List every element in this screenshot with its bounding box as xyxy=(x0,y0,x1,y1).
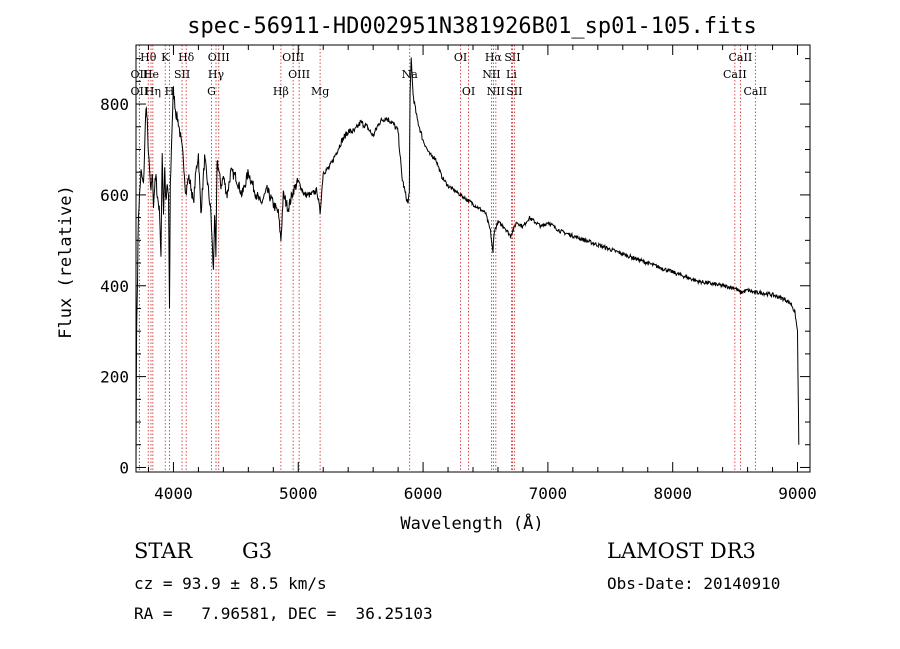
ra-dec-readout: RA = 7.96581, DEC = 36.25103 xyxy=(134,604,433,623)
spectral-line-label: OII xyxy=(131,85,149,98)
plot-area xyxy=(135,57,800,468)
spectral-line-label: NII xyxy=(482,68,500,81)
y-tick-label: 600 xyxy=(100,186,129,205)
spectral-line-label: Hγ xyxy=(208,68,225,81)
spectral-line-label: SII xyxy=(504,51,520,64)
spectral-line-label: Hα xyxy=(485,51,503,64)
spectral-line-label: CaII xyxy=(723,68,747,81)
axis-ticks: 4000 5000 6000 7000 8000 9000 0 200 400 600 800 xyxy=(100,45,817,503)
survey-name: LAMOST DR3 xyxy=(607,539,756,563)
spectral-line-label: Na xyxy=(402,68,419,81)
spectral-line-label: OIII xyxy=(288,68,310,81)
spectral-line-label: OI xyxy=(462,85,475,98)
obs-date: Obs-Date: 20140910 xyxy=(607,574,781,593)
object-subclass: G3 xyxy=(242,539,273,563)
x-tick-label: 8000 xyxy=(653,484,692,503)
y-axis-label: Flux (relative) xyxy=(56,185,76,339)
spectral-line-label: OIII xyxy=(282,51,304,64)
spectral-line-label: K xyxy=(161,51,170,64)
spectral-line-label: Hη xyxy=(145,85,161,98)
x-tick-label: 6000 xyxy=(404,484,443,503)
y-tick-label: 0 xyxy=(119,458,129,477)
x-tick-label: 4000 xyxy=(154,484,193,503)
spectral-line-label: Hδ xyxy=(178,51,195,64)
spectral-line-label: H xyxy=(165,85,175,98)
x-tick-label: 9000 xyxy=(778,484,817,503)
x-tick-label: 7000 xyxy=(529,484,568,503)
spectral-line-label: OI xyxy=(454,51,467,64)
spectral-line-label: NII xyxy=(487,85,505,98)
spectral-line-label: Hβ xyxy=(273,85,289,98)
spectral-line-label: CaII xyxy=(729,51,753,64)
redshift-readout: cz = 93.9 ± 8.5 km/s xyxy=(134,574,327,593)
x-axis-label: Wavelength (Å) xyxy=(400,512,543,534)
spectral-line-label: G xyxy=(207,85,216,98)
object-class: STAR xyxy=(134,539,193,563)
spectral-line-label: Hθ xyxy=(140,51,157,64)
spectral-line-label: SII xyxy=(506,85,522,98)
y-tick-label: 400 xyxy=(100,277,129,296)
spectral-line-label: He xyxy=(143,68,159,81)
chart-title: spec-56911-HD002951N381926B01_sp01-105.f… xyxy=(187,14,757,39)
spectral-line-label: SII xyxy=(174,68,190,81)
spectral-line-label: Li xyxy=(506,68,517,81)
x-tick-label: 5000 xyxy=(279,484,318,503)
plot-frame xyxy=(135,44,811,473)
spectrum-line xyxy=(135,57,800,468)
y-tick-label: 800 xyxy=(100,95,129,114)
spectral-line-label: Mg xyxy=(311,85,329,98)
y-tick-label: 200 xyxy=(100,368,129,387)
spectral-line-label: OIII xyxy=(208,51,230,64)
spectral-line-label: CaII xyxy=(743,85,767,98)
